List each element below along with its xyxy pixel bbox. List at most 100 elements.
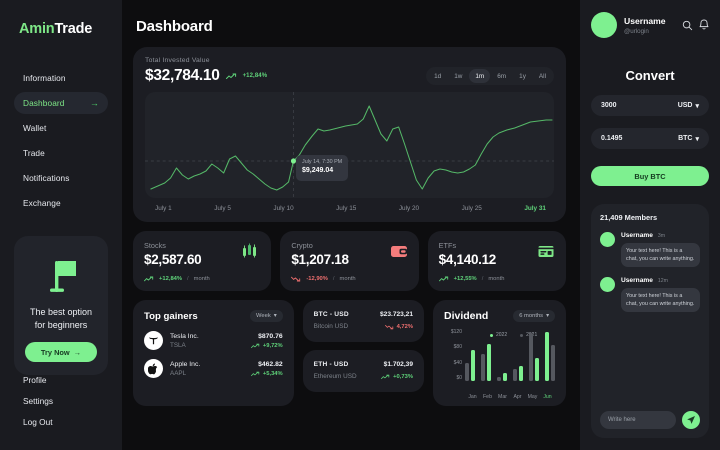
dividend-period-dropdown[interactable]: 6 months ▾ [513,310,555,322]
dividend-y-axis: $120 $80 $40 $0 [444,329,465,381]
stat-separator: / [481,276,484,282]
buy-btc-button[interactable]: Buy BTC [591,166,709,186]
stat-separator: / [187,276,189,282]
avatar[interactable] [591,12,617,38]
chat-card: 21,409 Members Username 3m Your text her… [591,204,709,438]
stat-period: month [339,276,356,282]
top-gainers-header: Top gainers Week ▾ [144,310,283,322]
bar-2022 [545,332,550,381]
convert-from-field[interactable]: 3000 USD ▾ [591,95,709,116]
promo-line2: for beginners [34,320,88,330]
trend-up-icon [250,343,260,348]
sidebar-item-trade[interactable]: Trade [14,142,108,164]
bar-2021 [481,353,486,381]
search-icon[interactable] [682,20,693,31]
chevron-down-icon: ▾ [695,135,699,143]
convert-to-currency-dropdown[interactable]: BTC ▾ [678,135,699,143]
header-actions [682,19,709,31]
stat-change: +12,84% [159,276,183,282]
gainer-row-tesla[interactable]: Tesla Inc. TSLA $870.76 +9,72% [144,331,283,350]
bottom-widgets: Top gainers Week ▾ Tesla Inc. TSLA [133,300,566,406]
chat-message: Username 3m Your text here! This is a ch… [600,232,700,268]
legend-swatch [520,333,524,337]
sidebar-item-notifications[interactable]: Notifications [14,167,108,189]
x-tick: Mar [498,394,507,400]
secondary-nav: Profile Settings Log Out [14,375,108,443]
chart-tooltip: July 14, 7:30 PM $9,249.04 [296,155,349,181]
sidebar-item-profile[interactable]: Profile [23,375,47,385]
dividend-x-axis: Jan Feb Mar Apr May Jun [465,394,555,400]
gainer-price: $870.76 [258,332,283,340]
gainer-name: Tesla Inc. [170,332,199,340]
stat-card-stocks[interactable]: Stocks $2,587.60 [133,231,272,291]
line-chart-svg [145,92,554,198]
coin-change-value: +0,73% [393,373,413,380]
arrow-right-icon: → [73,347,82,357]
convert-title: Convert [625,68,675,83]
sidebar-item-dashboard[interactable]: Dashboard → [14,92,108,114]
bar-2021 [529,333,534,381]
range-6m[interactable]: 6m [497,72,507,80]
range-1m[interactable]: 1m [469,69,491,83]
y-tick: $120 [450,329,462,335]
bar-group-mar [497,373,507,381]
x-tick: July 20 [398,205,420,212]
stat-card-crypto[interactable]: Crypto $1,207.18 -12,90% / [280,231,419,291]
bar-group-jan [465,349,475,381]
flag-icon [24,250,98,302]
coin-pair: BTC - USD [313,311,349,318]
chat-message-body: Username 12m Your text here! This is a c… [621,277,700,313]
top-gainers-card: Top gainers Week ▾ Tesla Inc. TSLA [133,300,294,406]
stat-footer: -12,90% / month [291,276,407,282]
range-1d[interactable]: 1d [434,72,442,80]
sidebar-item-exchange[interactable]: Exchange [14,192,108,214]
bar-2021 [465,363,469,381]
send-button[interactable] [682,411,700,429]
bell-icon[interactable] [699,19,709,31]
sidebar-item-logout[interactable]: Log Out [23,417,53,427]
range-all[interactable]: All [538,72,546,80]
gainer-row-apple[interactable]: Apple Inc. AAPL $462.82 +5,34% [144,359,283,378]
user-identity: Username @urlogin [624,16,666,35]
convert-to-value[interactable]: 0.1495 [601,135,623,142]
trend-down-icon [291,276,301,282]
user-header: Username @urlogin [591,12,709,38]
tesla-logo-icon [144,331,163,350]
sidebar-item-label: Exchange [23,198,61,208]
sidebar-item-settings[interactable]: Settings [23,396,53,406]
convert-to-field[interactable]: 0.1495 BTC ▾ [591,128,709,149]
range-1y[interactable]: 1y [519,72,526,80]
legend-item-2022: 2022 [490,332,507,338]
avatar[interactable] [600,277,615,293]
try-now-button[interactable]: Try Now → [25,342,97,362]
bar-group-feb [481,344,491,381]
x-tick-current: Jun [543,394,552,400]
bar-2022 [518,365,523,381]
brand-logo[interactable]: AminTrade [19,21,108,37]
line-chart-plot[interactable]: July 14, 7:30 PM $9,249.04 [145,92,554,198]
coin-pair: ETH - USD [313,361,349,368]
card-icon [537,242,555,265]
brand-part1: Amin [19,21,55,37]
promo-title: The best option for beginners [24,306,98,332]
user-handle: @urlogin [624,27,649,35]
avatar[interactable] [600,232,615,247]
convert-from-value[interactable]: 3000 [601,102,617,109]
y-tick: $0 [456,374,462,381]
chat-composer: Write here [600,403,700,429]
coin-card-btc[interactable]: BTC - USD $23.723,21 Bitcoin USD 4,72% [302,300,424,342]
top-gainers-period-dropdown[interactable]: Week ▾ [250,310,283,322]
chat-message-time: 12m [657,278,668,285]
convert-from-currency-dropdown[interactable]: USD ▾ [678,102,699,110]
coin-card-eth[interactable]: ETH - USD $1.702,39 Ethereum USD +0,73% [302,350,424,392]
try-now-label: Try Now [40,347,70,357]
gainer-change-value: +5,34% [262,370,283,377]
currency-label: BTC [678,135,693,142]
stat-footer: +12,84% / month [144,276,260,282]
stat-card-etfs[interactable]: ETFs $4,140.12 +12,5 [427,231,566,291]
range-1w[interactable]: 1w [454,72,463,80]
dropdown-label: 6 months [519,313,544,319]
sidebar-item-wallet[interactable]: Wallet [14,117,108,139]
chat-input[interactable]: Write here [600,411,676,429]
stat-label: Stocks [144,241,166,250]
